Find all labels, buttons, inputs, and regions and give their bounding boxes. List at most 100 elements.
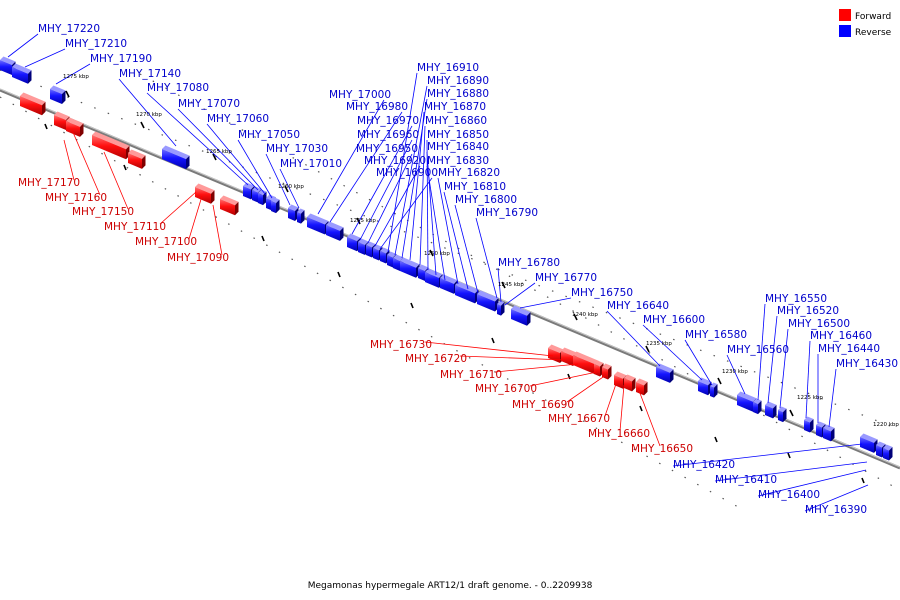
tick-label: 1275 kbp [63,74,89,80]
forward-leader-line [619,384,625,432]
gene-top-face [307,213,329,225]
reverse-gene-label: MHY_16400 [758,489,820,501]
forward-gene-label: MHY_16700 [475,383,537,395]
gene-front-face [876,445,882,458]
gene-side-face [527,312,531,326]
gene-side-face [608,366,612,380]
gene-top-face [50,85,66,95]
reverse-gene-block [297,208,305,224]
gene-front-face [823,428,831,442]
gene-front-face [128,153,142,169]
reverse-gene-label: MHY_16860 [425,115,487,127]
gene-top-face [594,360,604,367]
gene-side-face [632,377,636,392]
gene-top-face [636,378,648,386]
reverse-gene-block [271,197,280,214]
reverse-leader-line [206,123,267,196]
gene-front-face [860,437,874,453]
gene-top-face [66,117,84,127]
gene-top-face [477,290,499,302]
gene-front-face [753,402,758,415]
reverse-leader-line [177,108,259,191]
gene-top-face [823,424,835,432]
gene-top-face [297,208,305,214]
gene-front-face [20,96,42,116]
gene-top-face [258,189,267,196]
gene-front-face [624,378,632,392]
gene-front-face [573,355,595,375]
gene-front-face [220,199,235,216]
reverse-gene-label: MHY_16900 [376,167,438,179]
reverse-gene-block [50,85,66,105]
gene-top-face [737,391,757,402]
reverse-gene-label: MHY_16520 [777,305,839,317]
forward-gene-label: MHY_16690 [512,399,574,411]
gene-top-face [380,247,390,254]
reverse-leader-line [497,267,502,303]
forward-leader-line [637,387,661,447]
reverse-gene-label: MHY_16790 [476,207,538,219]
reverse-gene-label: MHY_17080 [147,82,209,94]
tick-label: 1225 kbp [797,395,823,401]
gene-side-face [340,227,344,241]
gene-side-face [142,155,146,169]
reverse-gene-label: MHY_17210 [65,38,127,50]
forward-gene-label: MHY_16650 [631,443,693,455]
reverse-gene-label: MHY_16970 [357,115,419,127]
gene-side-face [62,90,66,105]
gene-top-face [326,221,344,231]
reverse-gene-block [288,204,299,221]
gene-front-face [765,405,773,419]
legend-forward-label: Forward [855,12,891,22]
forward-leader-line [459,355,567,361]
reverse-leader-line [317,99,385,215]
reverse-gene-block [440,274,458,294]
reverse-leader-line [475,217,498,299]
forward-leader-line [604,383,617,417]
reverse-gene-label: MHY_16850 [427,129,489,141]
reverse-gene-label: MHY_16430 [836,358,898,370]
reverse-gene-label: MHY_16390 [805,504,867,516]
reverse-leader-line [419,125,426,266]
leader-lines [7,33,869,512]
gene-front-face [252,190,258,203]
gene-top-face [347,233,361,242]
reverse-gene-label: MHY_16600 [643,314,705,326]
reverse-leader-line [24,48,66,68]
gene-side-face [42,101,46,116]
gene-top-face [252,186,262,193]
forward-leader-line [494,363,579,373]
reverse-leader-line [805,340,811,419]
figure-caption: Megamonas hypermegale ART12/1 draft geno… [308,581,593,591]
gene-top-face [12,63,32,74]
gene-front-face [656,367,670,383]
reverse-gene-block [455,281,479,304]
gene-front-face [418,268,425,281]
gene-front-face [66,121,80,137]
gene-front-face [162,149,186,170]
gene-front-face [266,198,272,211]
reverse-gene-block [823,424,835,442]
tick-label: 1265 kbp [206,149,232,155]
reverse-gene-block [326,221,344,241]
gene-top-face [860,433,878,443]
gene-front-face [366,245,372,258]
gene-side-face [670,369,674,383]
gene-top-face [765,401,777,409]
gene-front-face [737,395,753,412]
gene-top-face [418,264,429,271]
gene-side-face [235,201,239,216]
reverse-gene-label: MHY_16440 [818,343,880,355]
reverse-gene-block [753,398,762,415]
gene-top-face [400,257,420,268]
forward-leader-line [159,191,197,225]
gene-side-face [644,381,648,396]
reverse-leader-line [519,297,572,309]
gene-top-face [455,281,479,294]
gene-front-face [92,135,126,160]
reverse-leader-line [767,315,778,404]
gene-front-face [347,237,357,252]
gene-side-face [889,447,893,461]
legend-forward-swatch [839,9,851,21]
tick-label: 1260 kbp [278,184,304,190]
